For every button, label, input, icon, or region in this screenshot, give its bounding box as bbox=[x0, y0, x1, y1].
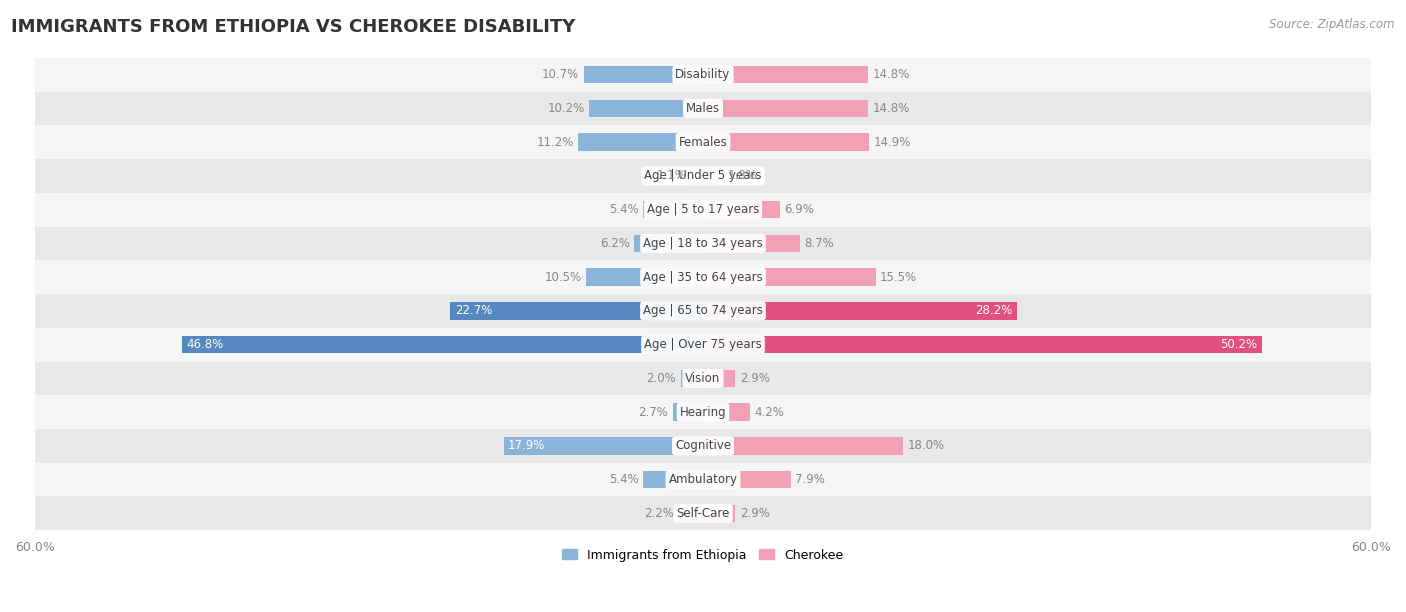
Text: 2.9%: 2.9% bbox=[740, 372, 769, 385]
Bar bbox=[703, 66, 868, 83]
Bar bbox=[35, 193, 1371, 226]
Text: 18.0%: 18.0% bbox=[908, 439, 945, 452]
Text: 17.9%: 17.9% bbox=[508, 439, 546, 452]
Text: 14.9%: 14.9% bbox=[873, 136, 911, 149]
Text: Hearing: Hearing bbox=[679, 406, 727, 419]
Bar bbox=[703, 437, 904, 455]
Legend: Immigrants from Ethiopia, Cherokee: Immigrants from Ethiopia, Cherokee bbox=[557, 543, 849, 567]
Bar bbox=[35, 362, 1371, 395]
Bar bbox=[35, 92, 1371, 125]
Text: Females: Females bbox=[679, 136, 727, 149]
Text: 4.2%: 4.2% bbox=[754, 406, 785, 419]
Bar bbox=[703, 167, 723, 185]
Bar bbox=[634, 234, 703, 252]
Bar bbox=[181, 336, 703, 353]
Text: 14.8%: 14.8% bbox=[872, 68, 910, 81]
Bar bbox=[703, 234, 800, 252]
Text: Disability: Disability bbox=[675, 68, 731, 81]
Text: Age | 5 to 17 years: Age | 5 to 17 years bbox=[647, 203, 759, 216]
Text: Source: ZipAtlas.com: Source: ZipAtlas.com bbox=[1270, 18, 1395, 31]
Text: 1.8%: 1.8% bbox=[727, 170, 758, 182]
Bar bbox=[35, 260, 1371, 294]
Bar bbox=[703, 302, 1017, 319]
Bar bbox=[35, 125, 1371, 159]
Text: 6.2%: 6.2% bbox=[599, 237, 630, 250]
Bar bbox=[643, 471, 703, 488]
Text: Males: Males bbox=[686, 102, 720, 115]
Text: 5.4%: 5.4% bbox=[609, 203, 638, 216]
Text: 10.7%: 10.7% bbox=[543, 68, 579, 81]
Bar bbox=[703, 133, 869, 151]
Bar bbox=[643, 201, 703, 218]
Text: 5.4%: 5.4% bbox=[609, 473, 638, 486]
Bar bbox=[703, 201, 780, 218]
Bar bbox=[503, 437, 703, 455]
Text: 15.5%: 15.5% bbox=[880, 271, 917, 284]
Bar bbox=[35, 429, 1371, 463]
Text: IMMIGRANTS FROM ETHIOPIA VS CHEROKEE DISABILITY: IMMIGRANTS FROM ETHIOPIA VS CHEROKEE DIS… bbox=[11, 18, 575, 36]
Bar bbox=[35, 463, 1371, 496]
Bar bbox=[589, 100, 703, 118]
Text: 22.7%: 22.7% bbox=[454, 304, 492, 318]
Bar bbox=[35, 294, 1371, 328]
Bar bbox=[35, 496, 1371, 530]
Bar bbox=[703, 336, 1263, 353]
Text: 8.7%: 8.7% bbox=[804, 237, 834, 250]
Bar bbox=[450, 302, 703, 319]
Bar bbox=[673, 403, 703, 421]
Text: 2.7%: 2.7% bbox=[638, 406, 668, 419]
Text: Cognitive: Cognitive bbox=[675, 439, 731, 452]
Text: Age | Over 75 years: Age | Over 75 years bbox=[644, 338, 762, 351]
Bar bbox=[35, 328, 1371, 362]
Bar bbox=[690, 167, 703, 185]
Text: Vision: Vision bbox=[685, 372, 721, 385]
Text: 50.2%: 50.2% bbox=[1220, 338, 1257, 351]
Text: 11.2%: 11.2% bbox=[537, 136, 574, 149]
Bar bbox=[35, 226, 1371, 260]
Text: 2.2%: 2.2% bbox=[644, 507, 673, 520]
Text: 2.9%: 2.9% bbox=[740, 507, 769, 520]
Text: 28.2%: 28.2% bbox=[976, 304, 1012, 318]
Bar bbox=[703, 269, 876, 286]
Text: Age | 65 to 74 years: Age | 65 to 74 years bbox=[643, 304, 763, 318]
Bar bbox=[703, 471, 792, 488]
Text: 10.5%: 10.5% bbox=[544, 271, 582, 284]
Text: 1.1%: 1.1% bbox=[657, 170, 686, 182]
Text: 14.8%: 14.8% bbox=[872, 102, 910, 115]
Bar bbox=[703, 370, 735, 387]
Bar bbox=[35, 58, 1371, 92]
Bar bbox=[703, 403, 749, 421]
Bar bbox=[35, 159, 1371, 193]
Bar bbox=[679, 504, 703, 522]
Text: Ambulatory: Ambulatory bbox=[668, 473, 738, 486]
Bar bbox=[703, 504, 735, 522]
Text: Age | 35 to 64 years: Age | 35 to 64 years bbox=[643, 271, 763, 284]
Text: Age | 18 to 34 years: Age | 18 to 34 years bbox=[643, 237, 763, 250]
Bar bbox=[35, 395, 1371, 429]
Bar bbox=[583, 66, 703, 83]
Text: 2.0%: 2.0% bbox=[647, 372, 676, 385]
Text: 10.2%: 10.2% bbox=[548, 102, 585, 115]
Text: Age | Under 5 years: Age | Under 5 years bbox=[644, 170, 762, 182]
Text: 6.9%: 6.9% bbox=[785, 203, 814, 216]
Bar bbox=[586, 269, 703, 286]
Bar bbox=[578, 133, 703, 151]
Bar bbox=[681, 370, 703, 387]
Text: 7.9%: 7.9% bbox=[796, 473, 825, 486]
Text: 46.8%: 46.8% bbox=[187, 338, 224, 351]
Bar bbox=[703, 100, 868, 118]
Text: Self-Care: Self-Care bbox=[676, 507, 730, 520]
